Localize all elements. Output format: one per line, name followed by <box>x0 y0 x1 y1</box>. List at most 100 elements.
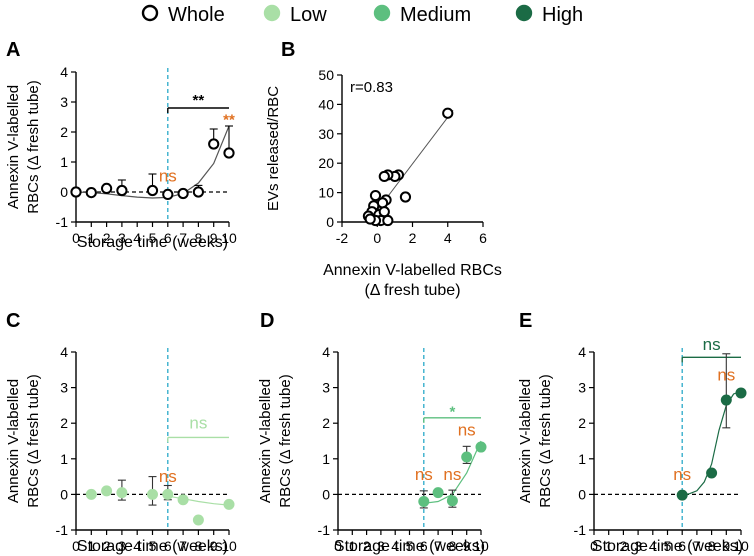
y-tick-label: -1 <box>56 522 69 538</box>
y-tick-label: 40 <box>318 96 334 112</box>
annotation-D: ns <box>415 465 433 484</box>
annotation-D: ns <box>443 465 461 484</box>
y-tick-label: 2 <box>60 124 68 140</box>
x-tick-label: 4 <box>133 538 141 554</box>
panel-letter-B: B <box>281 39 295 61</box>
x-tick-label: 5 <box>406 538 414 554</box>
data-point-A <box>116 184 128 197</box>
y-tick-label: 2 <box>60 415 68 431</box>
y-axis-label-D: RBCs (Δ fresh tube) <box>277 374 294 507</box>
x-axis-label-E: Storage time (weeks) <box>592 538 743 555</box>
y-tick-label: -1 <box>56 214 69 230</box>
data-point-B <box>364 213 376 225</box>
x-axis-label-2-B: (Δ fresh tube) <box>364 282 460 299</box>
x-tick-label: 6 <box>420 538 428 554</box>
data-point-A <box>223 147 235 159</box>
y-axis-label-A: RBCs (Δ fresh tube) <box>25 80 42 213</box>
data-point-D <box>418 496 430 508</box>
y-tick-label: 10 <box>318 185 334 201</box>
y-tick-label: 4 <box>322 344 330 360</box>
x-tick-label: 1 <box>605 538 613 554</box>
y-tick-label: 0 <box>326 214 334 230</box>
data-point-C <box>101 485 113 497</box>
annotation-C: ns <box>159 467 177 486</box>
x-tick-label: 2 <box>409 230 417 246</box>
x-tick-label: 6 <box>164 230 172 246</box>
y-tick-label: -1 <box>574 522 587 538</box>
data-point-E <box>676 489 688 501</box>
legend-label-medium: Medium <box>400 4 471 26</box>
x-tick-label: 1 <box>87 538 95 554</box>
y-axis-label-A: Annexin V-labelled <box>5 85 22 209</box>
y-tick-label: 3 <box>322 380 330 396</box>
data-point-B <box>399 191 412 203</box>
x-tick-label: 8 <box>449 538 457 554</box>
x-tick-label: 3 <box>634 538 642 554</box>
x-tick-label: 4 <box>391 538 399 554</box>
legend-marker-medium <box>373 4 391 22</box>
x-axis-label-B: Annexin V-labelled RBCs <box>323 262 502 279</box>
y-tick-label: 3 <box>60 380 68 396</box>
data-point-A <box>162 188 174 200</box>
x-tick-label: 7 <box>693 538 701 554</box>
x-tick-label: 6 <box>678 538 686 554</box>
correlation-label: r=0.83 <box>350 79 393 96</box>
y-tick-label: 3 <box>60 94 68 110</box>
x-tick-label: 1 <box>348 538 356 554</box>
x-tick-label: 7 <box>179 538 187 554</box>
fit-curve-C <box>167 495 230 506</box>
annotation-D: * <box>449 404 455 421</box>
annotation-D: ns <box>458 421 476 440</box>
x-tick-label: 9 <box>210 230 218 246</box>
data-point-B <box>382 214 394 227</box>
x-tick-label: 7 <box>179 230 187 246</box>
x-tick-label: 2 <box>103 230 111 246</box>
data-point-B <box>378 206 390 218</box>
legend-item-high: High <box>515 4 583 26</box>
y-tick-label: 30 <box>318 126 334 142</box>
legend-item-medium: Medium <box>373 4 471 26</box>
x-tick-label: 2 <box>363 538 371 554</box>
y-tick-label: 0 <box>578 486 586 502</box>
y-axis-label-E: RBCs (Δ fresh tube) <box>537 374 554 507</box>
x-tick-label: 5 <box>149 538 157 554</box>
x-tick-label: 10 <box>733 538 749 554</box>
x-tick-label: 3 <box>118 230 126 246</box>
legend-label-whole: Whole <box>168 4 225 26</box>
legend-label-high: High <box>542 4 583 26</box>
panel-letter-E: E <box>519 310 532 332</box>
data-point-A <box>208 138 220 150</box>
y-axis-label-B: EVs released/RBC <box>265 86 282 211</box>
y-tick-label: 0 <box>322 486 330 502</box>
data-point-A <box>177 187 189 200</box>
panel-letter-D: D <box>260 310 274 332</box>
data-point-A <box>146 184 159 197</box>
data-point-A <box>101 182 113 194</box>
data-point-B <box>378 170 390 183</box>
data-point-A <box>70 186 82 198</box>
x-tick-label: 5 <box>149 230 157 246</box>
x-tick-label: 1 <box>87 230 95 246</box>
data-point-D <box>461 451 473 463</box>
y-axis-label-C: Annexin V-labelled <box>5 379 22 503</box>
data-point-E <box>706 467 718 479</box>
y-tick-label: -1 <box>318 522 331 538</box>
data-point-C <box>177 494 189 506</box>
data-point-E <box>720 394 732 406</box>
y-axis-label-D: Annexin V-labelled <box>257 379 274 503</box>
y-tick-label: 50 <box>318 67 334 83</box>
legend-label-low: Low <box>290 4 327 26</box>
annotation-E: ns <box>703 335 721 354</box>
x-tick-label: 9 <box>210 538 218 554</box>
legend-marker-whole <box>141 4 159 22</box>
y-tick-label: 2 <box>322 415 330 431</box>
y-tick-label: 2 <box>578 415 586 431</box>
data-point-B <box>442 107 454 119</box>
x-tick-label: 5 <box>664 538 672 554</box>
data-point-A <box>192 186 204 198</box>
x-tick-label: 0 <box>72 230 80 246</box>
